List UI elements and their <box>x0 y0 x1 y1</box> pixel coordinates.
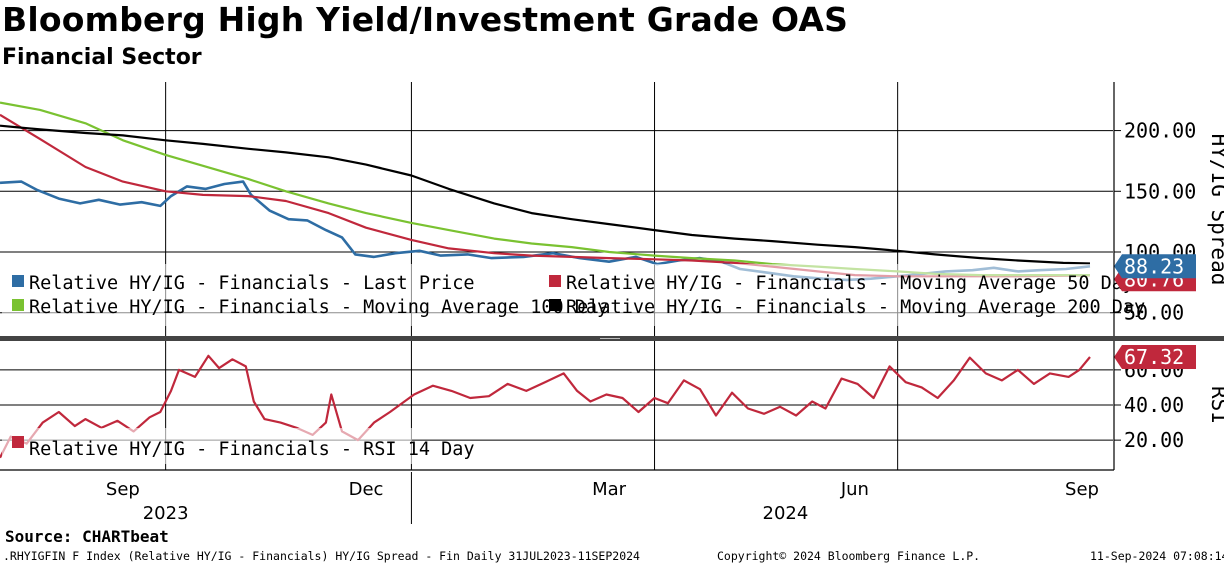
footer-timestamp: 11-Sep-2024 07:08:14 <box>1090 549 1224 563</box>
series-line <box>0 124 1091 265</box>
chart-subtitle: Financial Sector <box>2 45 202 70</box>
x-tick-label: Dec <box>349 479 384 500</box>
x-tick-label: Jun <box>840 479 869 500</box>
x-year-label: 2023 <box>143 503 189 524</box>
source-label: Source: CHARTbeat <box>5 527 169 546</box>
y-axis-label: HY/IG Spread <box>1207 134 1224 286</box>
x-tick-label: Sep <box>106 479 140 500</box>
series-line <box>0 354 1091 459</box>
last-value-tag <box>1114 254 1196 279</box>
y-axis-label: RSI <box>1207 386 1224 424</box>
legend-swatch <box>12 299 24 311</box>
footer-copyright: Copyright© 2024 Bloomberg Finance L.P. <box>717 549 981 563</box>
y-tick-label: 200.00 <box>1124 119 1196 143</box>
legend-label: Relative HY/IG - Financials - Moving Ave… <box>29 297 608 318</box>
last-value-tag <box>1114 345 1196 370</box>
y-tick-label: 40.00 <box>1124 393 1184 417</box>
y-tick-label: 50.00 <box>1124 301 1184 325</box>
y-tick-label: 150.00 <box>1124 179 1196 203</box>
x-year-label: 2024 <box>763 503 809 524</box>
x-tick-label: Sep <box>1065 479 1099 500</box>
footer-ticker: .RHYIGFIN F Index (Relative HY/IG - Fina… <box>3 549 640 563</box>
x-tick-label: Mar <box>592 479 627 500</box>
legend-box <box>2 428 412 464</box>
chart-title: Bloomberg High Yield/Investment Grade OA… <box>2 0 849 39</box>
last-value-label: 88.23 <box>1124 254 1184 278</box>
legend-box <box>2 264 1110 326</box>
legend-label: Relative HY/IG - Financials - Last Price <box>29 273 475 294</box>
legend-label: Relative HY/IG - Financials - Moving Ave… <box>566 273 1134 294</box>
legend-label: Relative HY/IG - Financials - RSI 14 Day <box>29 439 475 460</box>
legend-swatch <box>549 299 561 311</box>
legend-swatch <box>12 436 24 448</box>
last-value-label: 67.32 <box>1124 345 1184 369</box>
legend-swatch <box>12 275 24 287</box>
legend-label: Relative HY/IG - Financials - Moving Ave… <box>566 297 1145 318</box>
y-tick-label: 20.00 <box>1124 428 1184 452</box>
legend-swatch <box>549 275 561 287</box>
series-line <box>0 101 1090 277</box>
